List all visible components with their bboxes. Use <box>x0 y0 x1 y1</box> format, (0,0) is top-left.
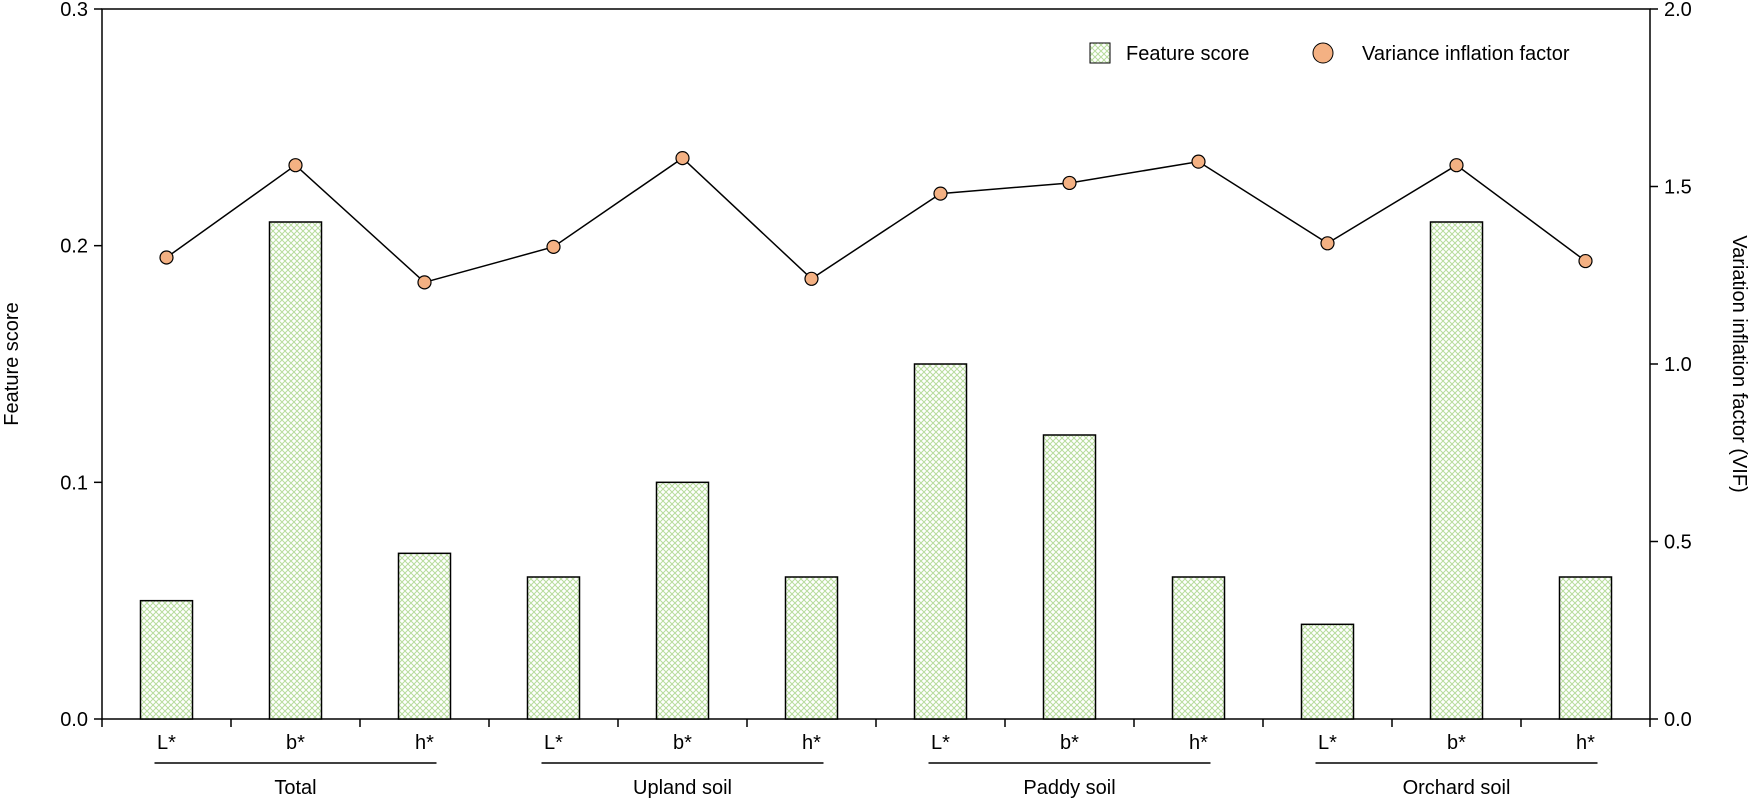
vif-point <box>1320 236 1335 251</box>
vif-point <box>675 151 690 166</box>
vif-point <box>1062 175 1077 191</box>
vif-series-line <box>166 157 1586 284</box>
vif-line-layer <box>159 151 1593 290</box>
group-label: Upland soil <box>633 777 732 799</box>
bar-feature-score <box>1042 434 1097 720</box>
group-label: Paddy soil <box>1023 777 1115 799</box>
x-tick-label: b* <box>1060 732 1079 754</box>
bar-feature-score <box>1171 576 1226 720</box>
y-tick-label: 0.0 <box>60 709 88 731</box>
y2-tick-label: 1.5 <box>1664 177 1692 199</box>
vif-point <box>546 239 561 254</box>
left-axis: 0.0 0.1 0.2 0.3 <box>60 0 102 731</box>
bar-feature-score <box>397 552 452 720</box>
y-tick-label: 0.3 <box>60 0 88 21</box>
x-axis: L* b* h* Total L* b* h* Upland soil L* b* h* Paddy … <box>101 719 1651 799</box>
x-tick-label: b* <box>1447 732 1466 754</box>
y2-tick-label: 0.0 <box>1664 709 1692 731</box>
bar-feature-score <box>526 576 581 720</box>
group-label: Orchard soil <box>1403 777 1511 799</box>
y-tick-label: 0.2 <box>60 236 88 258</box>
x-tick-label: b* <box>673 732 692 754</box>
vif-point <box>417 275 432 290</box>
x-tick-label: L* <box>157 732 176 754</box>
y2-tick-label: 1.0 <box>1664 354 1692 376</box>
y-tick-label: 0.1 <box>60 472 88 494</box>
bar-feature-score <box>1429 221 1484 720</box>
vif-point <box>288 158 303 173</box>
x-tick-label: h* <box>802 732 821 754</box>
x-tick-label: b* <box>286 732 305 754</box>
legend-marker-vif <box>1312 42 1334 64</box>
bars-layer <box>139 221 1613 720</box>
x-tick-label: h* <box>1576 732 1595 754</box>
bar-feature-score <box>913 363 968 720</box>
y-axis-label: Feature score <box>1 302 23 425</box>
vif-point <box>1449 158 1464 173</box>
legend-swatch-feature-score <box>1089 42 1111 64</box>
legend: Feature score Variance inflation factor <box>1089 42 1570 65</box>
x-tick-label: L* <box>1318 732 1337 754</box>
right-axis: 0.0 0.5 1.0 1.5 2.0 <box>1650 0 1692 731</box>
vif-point <box>1191 154 1206 169</box>
bar-feature-score <box>1558 576 1613 720</box>
x-tick-label: L* <box>931 732 950 754</box>
bar-feature-score <box>655 481 710 720</box>
legend-label-vif: Variance inflation factor <box>1362 43 1570 65</box>
x-tick-label: L* <box>544 732 563 754</box>
bar-feature-score <box>784 576 839 720</box>
vif-point <box>933 186 948 201</box>
group-label: Total <box>274 777 316 799</box>
x-tick-label: h* <box>1189 732 1208 754</box>
vif-point <box>159 250 174 265</box>
y2-tick-label: 0.5 <box>1664 532 1692 554</box>
y2-tick-label: 2.0 <box>1664 0 1692 21</box>
legend-label-feature-score: Feature score <box>1126 43 1249 65</box>
bar-feature-score <box>139 599 194 720</box>
vif-point <box>804 271 819 286</box>
plot-frame <box>101 8 1651 720</box>
bar-feature-score <box>1300 623 1355 720</box>
y2-axis-label: Variation inflation factor (VIF) <box>1728 235 1750 493</box>
vif-point <box>1578 253 1593 269</box>
x-tick-label: h* <box>415 732 434 754</box>
bar-feature-score <box>268 221 323 720</box>
